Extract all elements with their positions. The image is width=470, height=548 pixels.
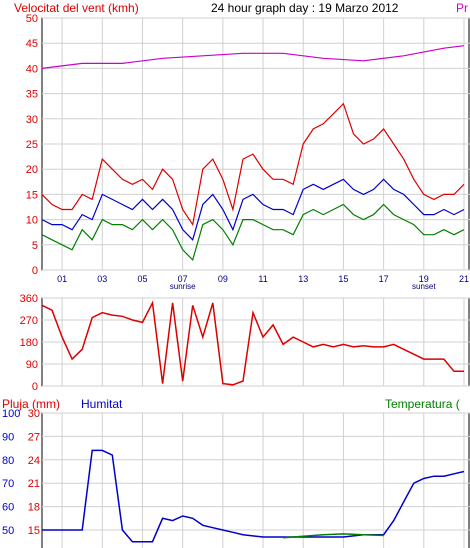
y-tick-label: 40 — [26, 63, 38, 75]
y-tick-label: 5 — [32, 240, 38, 252]
x-tick-label: 11 — [258, 274, 267, 284]
x-tick-label: 07 — [178, 274, 188, 284]
humidity-tick-label: 50 — [2, 525, 14, 537]
humidity-axis-title: Humitat — [81, 397, 123, 411]
pressure-axis-title-fragment: Pr — [456, 1, 468, 15]
y-tick-label: 45 — [26, 38, 38, 50]
humidity-tick-label: 80 — [2, 455, 14, 467]
y-tick-label: 90 — [26, 359, 38, 371]
graph-title: 24 hour graph day : 19 Marzo 2012 — [211, 1, 399, 15]
x-tick-label: 15 — [338, 274, 348, 284]
y-tick-label: 10 — [26, 215, 38, 227]
temperature-tick-label: 27 — [28, 431, 40, 443]
y-tick-label: 30 — [26, 114, 38, 126]
series-line-1 — [283, 533, 384, 539]
rain-axis-title: Pluja (mm) — [2, 397, 60, 411]
x-tick-label: 19 — [419, 274, 429, 284]
humidity-tick-label: 70 — [2, 478, 14, 490]
annotation-label: sunrise — [170, 282, 196, 291]
x-tick-label: 13 — [298, 274, 308, 284]
x-tick-label: 03 — [97, 274, 107, 284]
y-tick-label: 15 — [26, 189, 38, 201]
humidity-tick-label: 90 — [2, 431, 14, 443]
plot-frame — [41, 412, 470, 548]
temperature-tick-label: 24 — [28, 455, 40, 467]
y-tick-label: 0 — [32, 265, 38, 277]
series-line-2 — [41, 203, 465, 262]
humidity-temperature-panel: 100 90 80 70 60 50 30 27 24 21 18 15 — [2, 408, 470, 548]
temperature-tick-label: 18 — [28, 502, 40, 514]
humidity-tick-label: 60 — [2, 502, 14, 514]
wind-direction-panel: 0 90 180 270 360 — [20, 293, 470, 393]
y-tick-label: 20 — [26, 164, 38, 176]
y-tick-label: 50 — [26, 13, 38, 25]
y-tick-label: 0 — [32, 381, 38, 393]
y-tick-label: 35 — [26, 89, 38, 101]
x-tick-label: 09 — [218, 274, 228, 284]
y-tick-label: 360 — [20, 293, 38, 305]
series-line-0 — [42, 449, 465, 543]
series-line-0 — [41, 102, 465, 227]
series-line-1 — [41, 178, 465, 241]
wind-speed-axis-title: Velocitat del vent (kmh) — [14, 1, 139, 15]
humidity-tick-label: 100 — [2, 408, 20, 420]
x-tick-label: 05 — [137, 274, 147, 284]
y-tick-label: 25 — [26, 139, 38, 151]
y-tick-label: 270 — [20, 315, 38, 327]
x-tick-label: 01 — [57, 274, 67, 284]
temperature-tick-label: 21 — [28, 478, 40, 490]
annotation-label: sunset — [412, 282, 436, 291]
temperature-axis-title: Temperatura ( — [385, 397, 460, 411]
temperature-tick-label: 30 — [28, 408, 40, 420]
temperature-tick-label: 15 — [28, 525, 40, 537]
series-line-0 — [41, 300, 464, 386]
x-tick-label: 17 — [379, 274, 389, 284]
x-tick-label: 21 — [459, 274, 469, 284]
y-tick-label: 180 — [20, 337, 38, 349]
series-line-3 — [41, 45, 465, 69]
